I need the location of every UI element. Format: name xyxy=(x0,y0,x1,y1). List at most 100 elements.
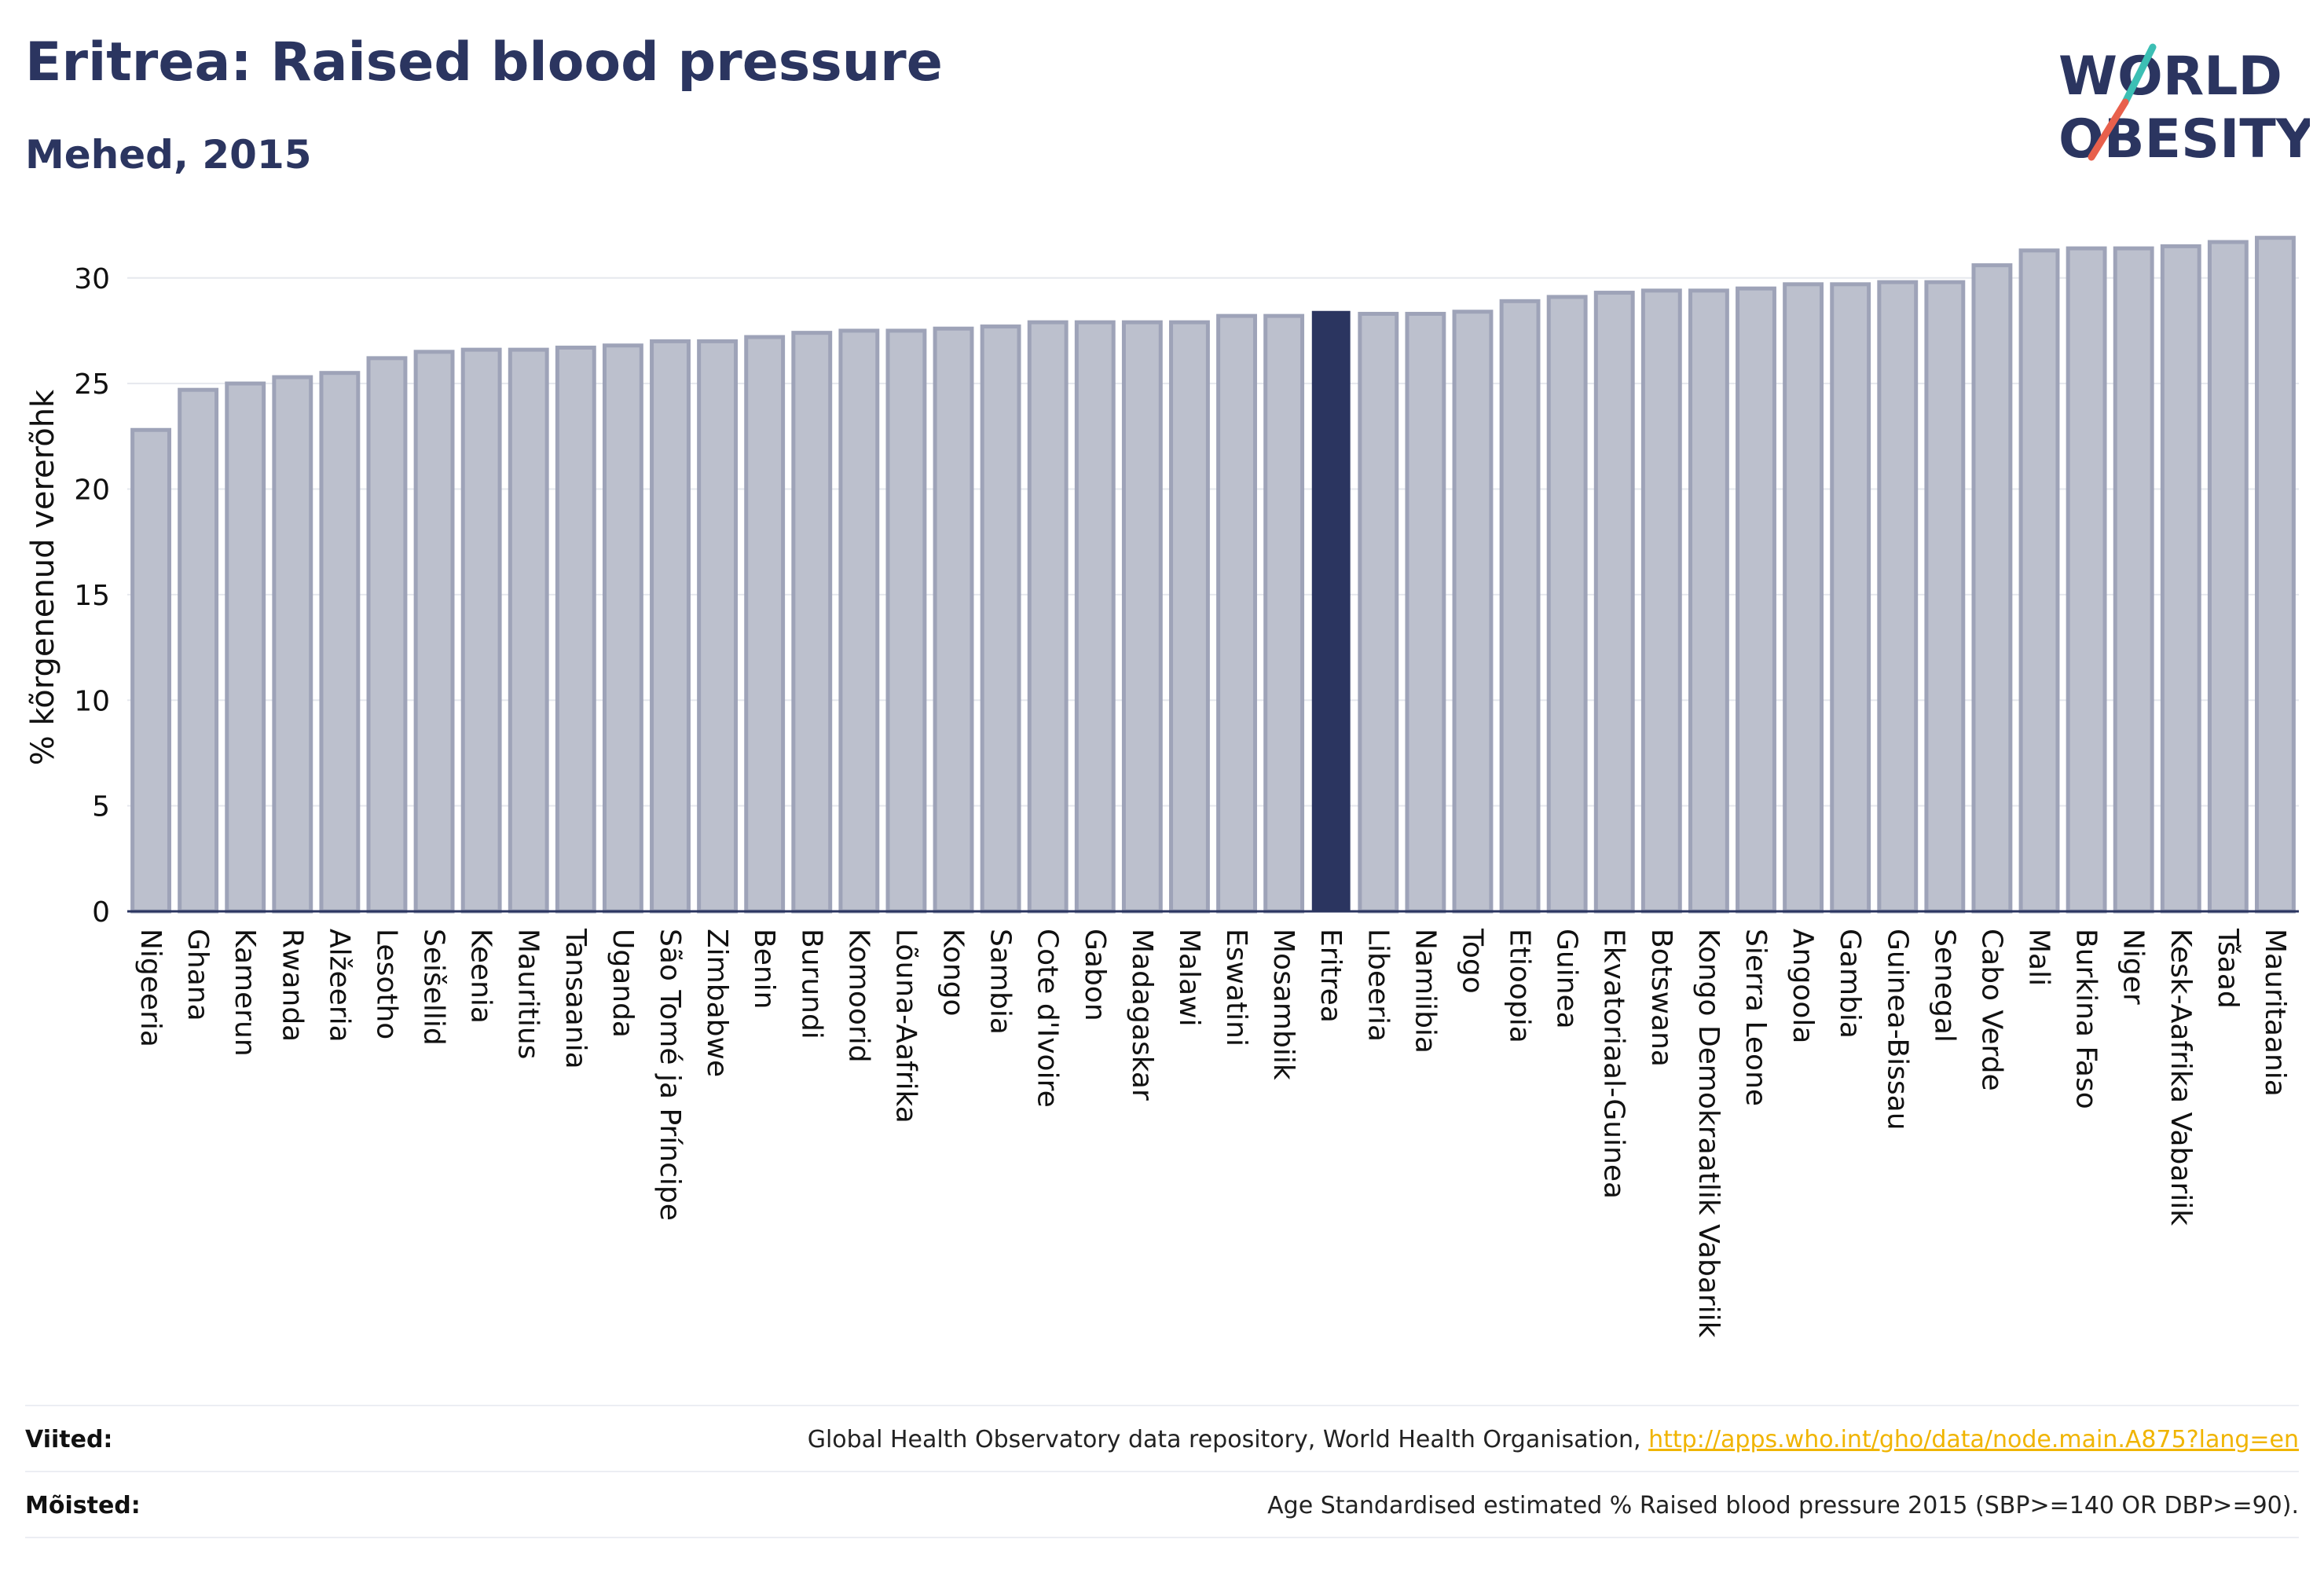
x-tick-label: Gambia xyxy=(1834,929,1866,1039)
bar xyxy=(980,324,1021,914)
x-tick-label: Tansaania xyxy=(559,928,592,1069)
x-tick-label: Niger xyxy=(2117,929,2150,1005)
bar xyxy=(1736,286,1776,914)
x-tick-label: Komoorid xyxy=(842,929,874,1063)
x-tick-label: Togo xyxy=(1456,928,1488,994)
bar xyxy=(1358,311,1399,914)
x-tick-label: Eritrea xyxy=(1314,929,1347,1023)
bar xyxy=(1971,263,2013,914)
bars xyxy=(130,236,2296,914)
bar xyxy=(838,328,880,914)
axes: 0 5 10 15 20 25 30 Nigeeria Ghana Kamerun Rwanda Al… xyxy=(74,263,2299,1338)
x-tick-label: Ekvatoriaal-Guinea xyxy=(1598,929,1630,1199)
logo-slash-teal xyxy=(2121,43,2157,106)
bar xyxy=(413,350,455,914)
x-tick-label: Libeeria xyxy=(1362,929,1394,1042)
x-tick-label: Eswatini xyxy=(1220,929,1252,1046)
x-tick-label: São Tomé ja Príncipe xyxy=(654,929,686,1221)
x-tick-label: Benin xyxy=(748,929,780,1009)
bar xyxy=(1452,310,1494,914)
x-tick-label: Guinea-Bissau xyxy=(1881,929,1913,1131)
bar xyxy=(2113,246,2154,914)
bar xyxy=(933,326,974,914)
y-tick-label: 15 xyxy=(74,580,110,612)
bar xyxy=(1640,288,1682,914)
bar xyxy=(791,331,833,914)
bar xyxy=(2018,248,2060,914)
x-tick-label: Cote d'Ivoire xyxy=(1032,929,1064,1108)
bar xyxy=(1405,311,1446,914)
bar xyxy=(319,371,361,914)
x-tick-label: Nigeeria xyxy=(134,929,167,1047)
sources-label: Viited: xyxy=(25,1425,113,1453)
x-tick-label: Kamerun xyxy=(229,929,261,1057)
x-tick-label: Kongo Demokraatlik Vabariik xyxy=(1692,929,1725,1338)
x-tick-label: Burkina Faso xyxy=(2070,929,2102,1109)
sources-text-wrap: Global Health Observatory data repositor… xyxy=(808,1426,2299,1453)
chart-subtitle: Mehed, 2015 xyxy=(25,132,312,178)
bar xyxy=(2255,236,2296,914)
x-tick-label: Gabon xyxy=(1079,929,1111,1021)
bar xyxy=(555,345,596,914)
bar xyxy=(1169,320,1210,914)
logo-slash-red xyxy=(2088,98,2129,161)
bar xyxy=(1546,295,1588,914)
sources-link[interactable]: http://apps.who.int/gho/data/node.main.A… xyxy=(1648,1425,2299,1453)
logo-line-1: WORLD xyxy=(2058,46,2282,108)
x-tick-label: Mali xyxy=(2023,929,2055,986)
bar-chart: 0 5 10 15 20 25 30 Nigeeria Ghana Kamerun Rwanda Al… xyxy=(25,236,2299,1338)
y-axis-label: % kõrgenenud vererõhk xyxy=(25,389,61,765)
x-tick-label: Ghana xyxy=(181,929,214,1021)
bar xyxy=(1216,313,1257,914)
footer-divider-middle xyxy=(25,1471,2299,1472)
x-tick-label: Burundi xyxy=(795,929,827,1039)
bar xyxy=(744,335,786,914)
y-tick-label: 10 xyxy=(74,685,110,717)
bar xyxy=(2066,246,2107,914)
x-tick-label: Mauritius xyxy=(512,929,544,1059)
x-tick-label: Namiibia xyxy=(1409,929,1441,1054)
bar xyxy=(1783,282,1824,914)
bar xyxy=(130,427,171,914)
bar xyxy=(2160,244,2201,914)
x-tick-label: Seišellid xyxy=(418,929,450,1046)
x-tick-label: Zimbabwe xyxy=(701,929,733,1077)
bar xyxy=(1074,320,1116,914)
bar xyxy=(508,347,549,914)
bar xyxy=(1830,282,1871,914)
x-tick-label: Mauritaania xyxy=(2259,929,2291,1097)
bar xyxy=(225,381,266,914)
y-tick-label: 5 xyxy=(92,791,110,823)
y-tick-label: 0 xyxy=(92,896,110,929)
y-tick-label: 25 xyxy=(74,368,110,401)
x-tick-label: Cabo Verde xyxy=(1975,929,2007,1091)
x-tick-label: Etioopia xyxy=(1504,929,1536,1043)
footer-divider-top xyxy=(25,1405,2299,1406)
bar xyxy=(1593,291,1635,914)
bar xyxy=(272,375,313,914)
y-tick-label: 20 xyxy=(74,475,110,507)
x-tick-label: Madagaskar xyxy=(1126,929,1158,1101)
x-tick-label: Keenia xyxy=(465,929,497,1024)
bar xyxy=(650,339,691,914)
footer-sources-row: Viited: Global Health Observatory data r… xyxy=(25,1408,2299,1471)
bar xyxy=(1688,288,1729,914)
bar xyxy=(697,339,739,914)
definitions-label: Mõisted: xyxy=(25,1491,141,1519)
bar xyxy=(1263,313,1305,914)
x-tick-label: Sierra Leone xyxy=(1739,929,1772,1106)
definitions-text: Age Standardised estimated % Raised bloo… xyxy=(1267,1491,2299,1519)
x-tick-label: Lesotho xyxy=(370,929,402,1039)
bar xyxy=(2207,240,2249,914)
bar xyxy=(1877,280,1919,914)
x-tick-label: Malawi xyxy=(1173,929,1205,1027)
x-tick-label: Lõuna-Aafrika xyxy=(889,929,922,1123)
x-tick-label: Kongo xyxy=(937,929,970,1017)
chart-title: Eritrea: Raised blood pressure xyxy=(25,31,943,93)
footer-definitions-row: Mõisted: Age Standardised estimated % Ra… xyxy=(25,1474,2299,1537)
x-tick-label: Mosambiik xyxy=(1267,929,1299,1080)
bar xyxy=(1924,280,1966,914)
x-tick-label: Angoola xyxy=(1787,929,1819,1043)
bar xyxy=(602,343,643,914)
bar xyxy=(460,347,502,914)
